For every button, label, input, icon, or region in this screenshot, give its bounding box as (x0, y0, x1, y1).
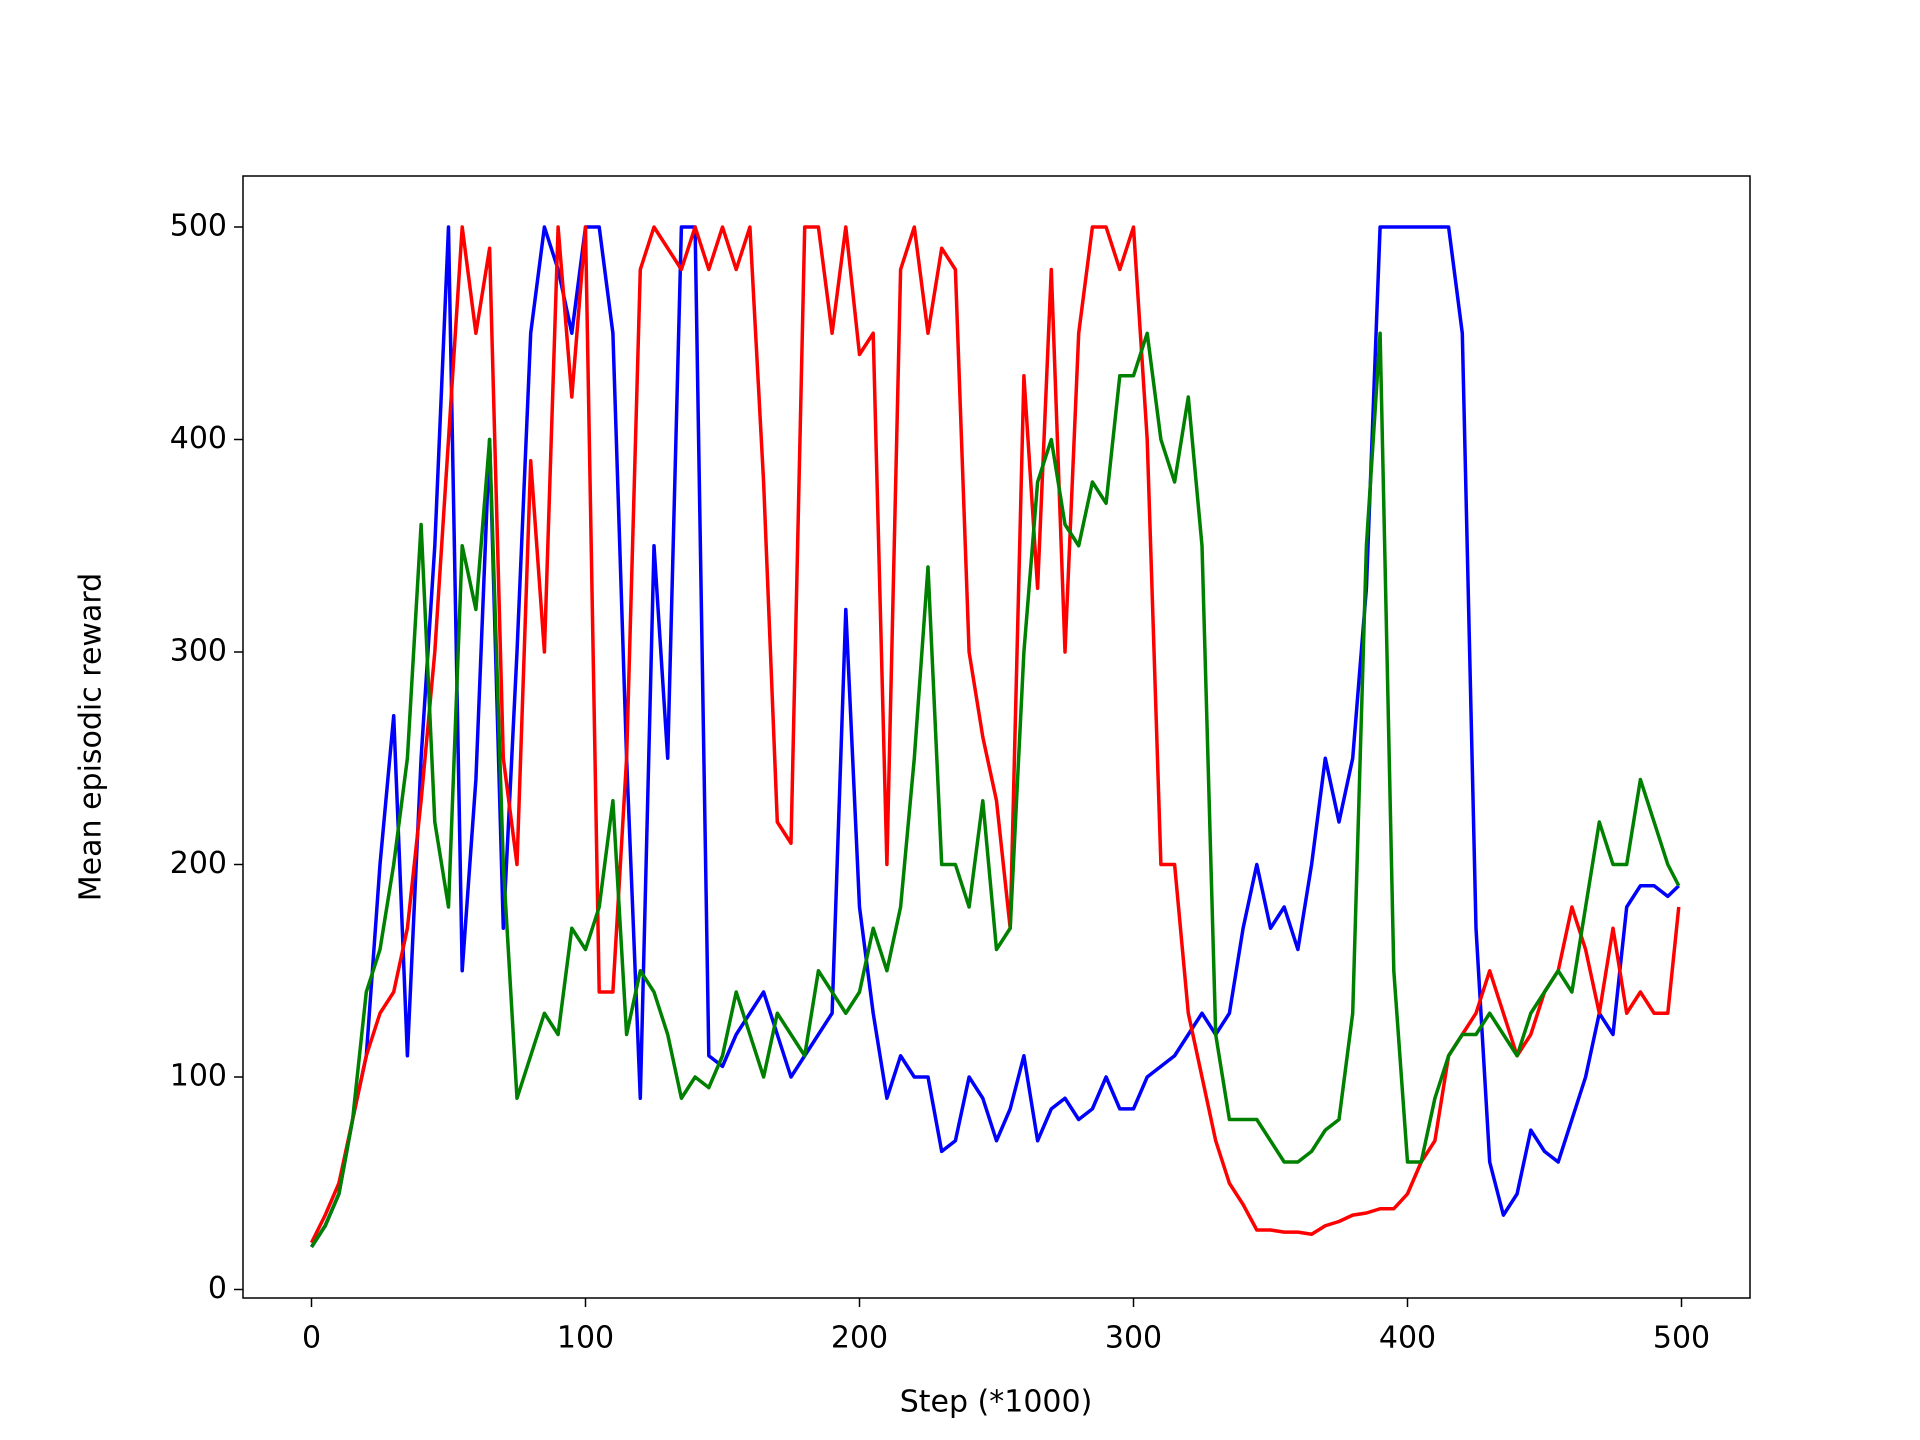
x-tick-label: 100 (557, 1321, 614, 1356)
x-tick-label: 0 (302, 1321, 321, 1356)
x-tick-label: 500 (1653, 1321, 1710, 1356)
x-tick-label: 400 (1379, 1321, 1436, 1356)
series-line (310, 225, 1680, 1248)
y-axis-label: Mean episodic reward (74, 573, 109, 901)
x-axis-label: Step (*1000) (900, 1385, 1093, 1420)
series-line (310, 331, 1681, 1248)
y-tick-label: 300 (170, 634, 227, 669)
y-tick-label: 400 (170, 421, 227, 456)
x-tick-label: 300 (1105, 1321, 1162, 1356)
y-tick-label: 0 (208, 1271, 227, 1306)
y-tick-label: 200 (170, 846, 227, 881)
x-tick-label: 200 (831, 1321, 888, 1356)
y-tick-label: 100 (170, 1059, 227, 1094)
y-tick-label: 500 (170, 209, 227, 244)
plot-frame (242, 175, 1751, 1299)
